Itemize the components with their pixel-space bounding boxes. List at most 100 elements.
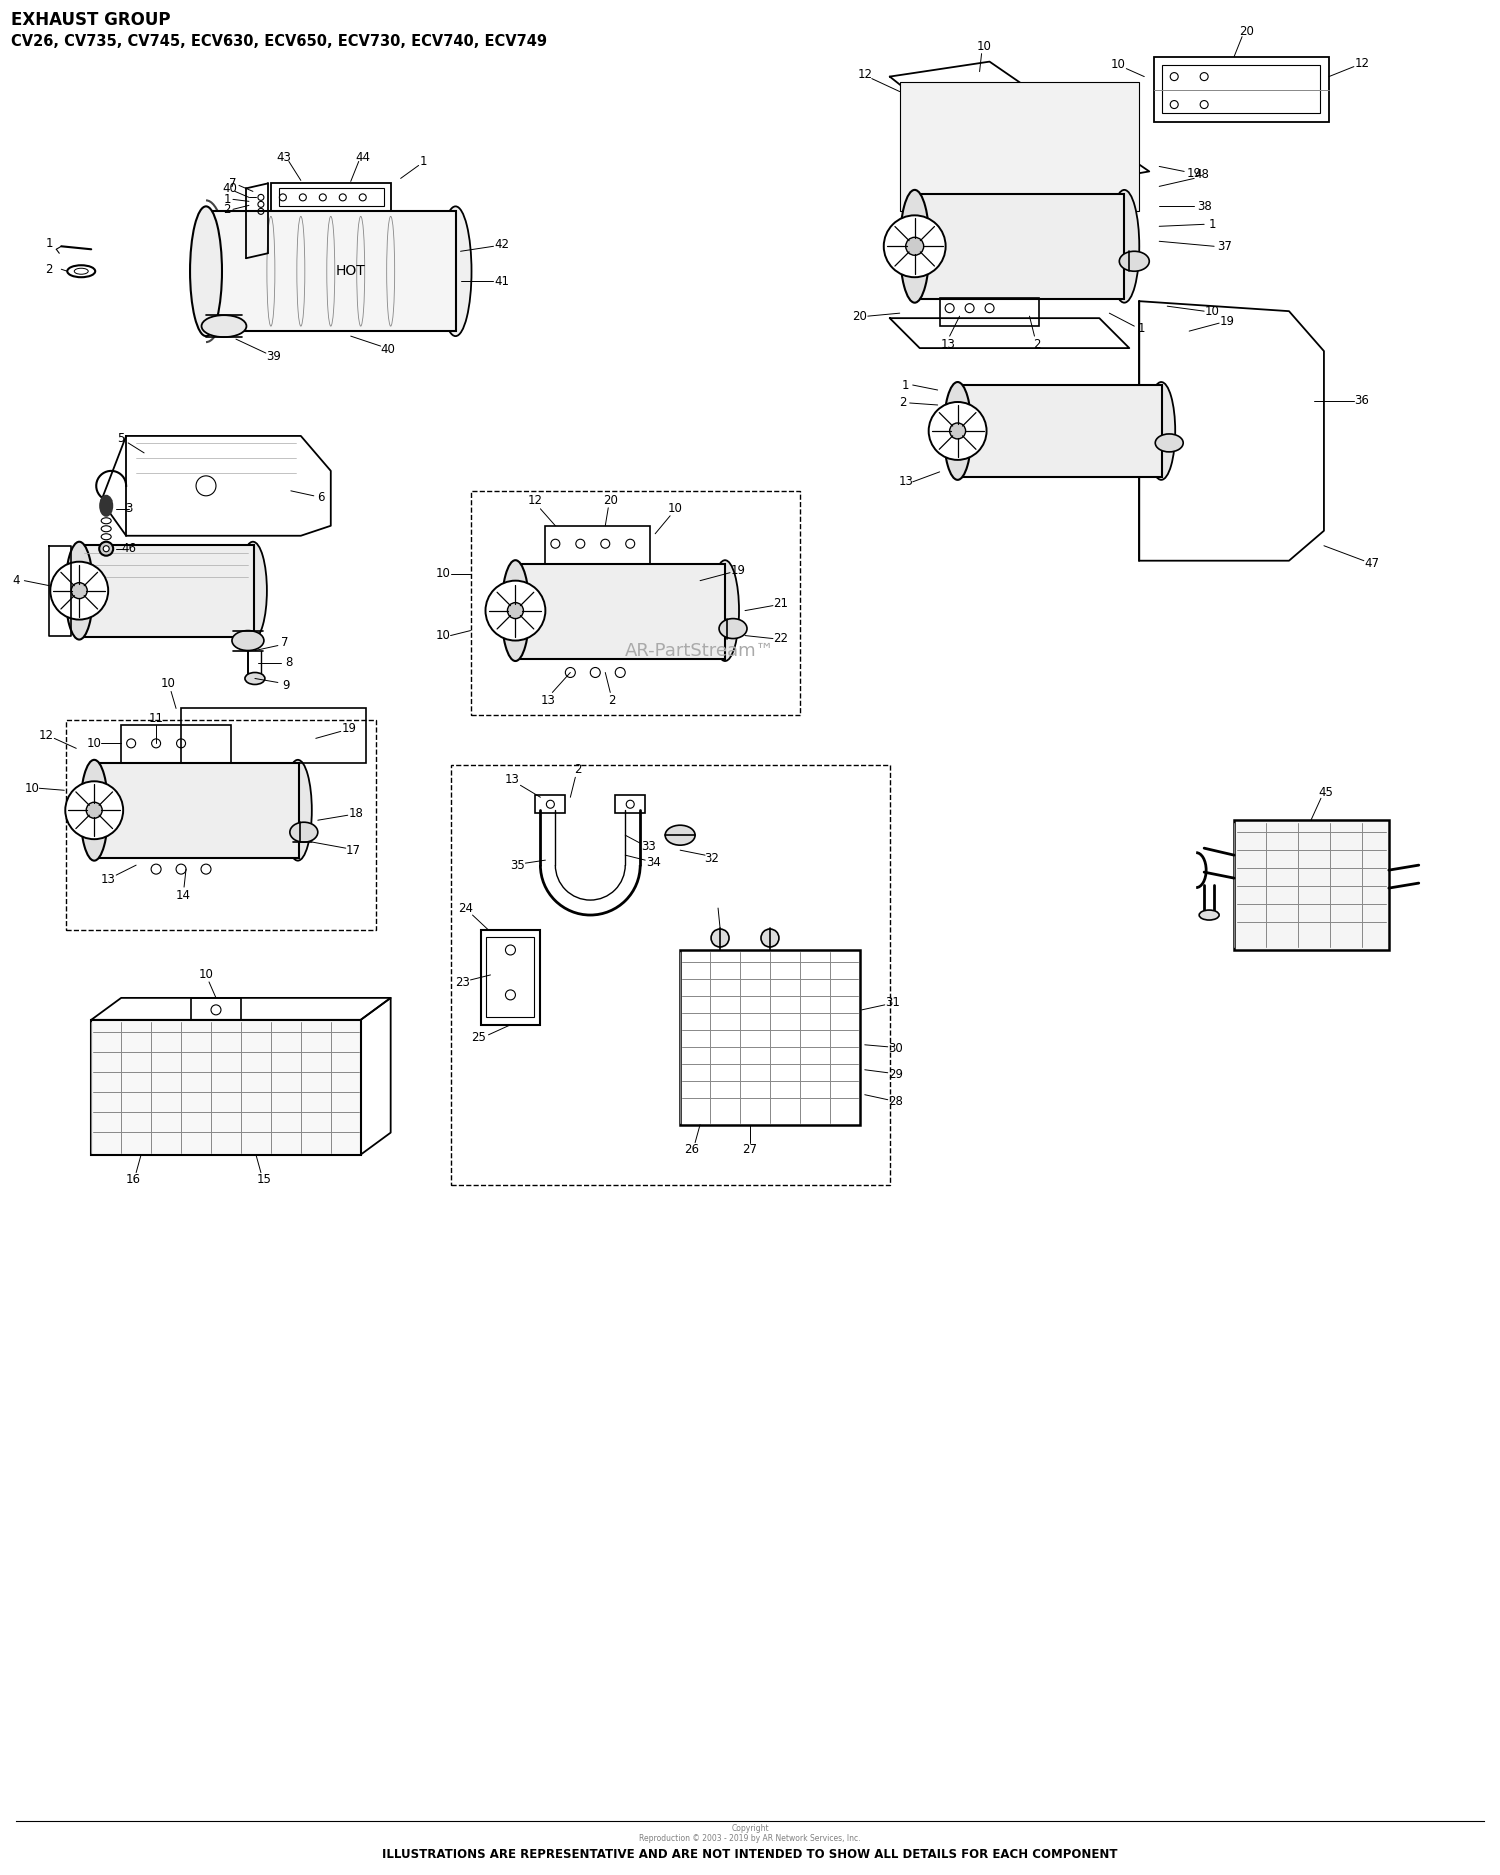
Bar	[1162, 64, 1320, 112]
Ellipse shape	[244, 673, 266, 684]
Text: 19: 19	[730, 564, 746, 578]
Text: 22: 22	[774, 632, 789, 645]
Text: 4: 4	[12, 574, 20, 587]
Text: 46: 46	[122, 542, 136, 555]
Text: 48: 48	[1194, 169, 1209, 180]
Text: 1: 1	[902, 379, 909, 392]
Ellipse shape	[1155, 433, 1184, 452]
Text: 10: 10	[1112, 58, 1126, 71]
Text: 28: 28	[888, 1095, 903, 1108]
Text: 12: 12	[528, 495, 543, 508]
Text: ILLUSTRATIONS ARE REPRESENTATIVE AND ARE NOT INTENDED TO SHOW ALL DETAILS FOR EA: ILLUSTRATIONS ARE REPRESENTATIVE AND ARE…	[382, 1847, 1118, 1860]
Text: 6: 6	[316, 491, 324, 504]
Text: 11: 11	[148, 712, 164, 726]
Ellipse shape	[486, 581, 546, 641]
Text: 23: 23	[454, 977, 470, 990]
Text: 21: 21	[774, 596, 789, 609]
Text: 34: 34	[645, 855, 660, 868]
Text: 12: 12	[858, 68, 873, 81]
Text: 10: 10	[26, 782, 40, 795]
Bar	[516, 564, 724, 658]
Text: 32: 32	[705, 851, 720, 864]
Text: 19: 19	[1220, 315, 1234, 328]
Ellipse shape	[284, 759, 312, 861]
Ellipse shape	[201, 315, 246, 337]
Ellipse shape	[884, 216, 945, 278]
Text: 10: 10	[436, 628, 451, 641]
Ellipse shape	[232, 630, 264, 651]
Text: 24: 24	[458, 902, 472, 915]
Ellipse shape	[80, 759, 108, 861]
Text: 42: 42	[494, 238, 508, 251]
Text: 8: 8	[285, 656, 292, 669]
Text: 9: 9	[282, 679, 290, 692]
Bar	[1155, 56, 1329, 122]
Text: 43: 43	[276, 152, 291, 163]
Text: 13: 13	[542, 694, 556, 707]
Bar	[80, 546, 254, 636]
Text: 25: 25	[471, 1031, 486, 1044]
Bar	[92, 1020, 360, 1155]
Bar	[480, 930, 540, 1026]
Ellipse shape	[104, 546, 110, 551]
Text: 2: 2	[45, 262, 53, 276]
Text: 41: 41	[494, 276, 508, 287]
Ellipse shape	[440, 206, 471, 336]
Ellipse shape	[100, 495, 112, 516]
Bar	[122, 726, 231, 763]
Ellipse shape	[906, 238, 924, 255]
Ellipse shape	[950, 424, 966, 439]
Bar	[182, 709, 366, 763]
Text: 12: 12	[39, 729, 54, 742]
Text: 10: 10	[976, 39, 992, 52]
Bar	[486, 938, 534, 1016]
Ellipse shape	[290, 823, 318, 842]
Text: 1: 1	[420, 156, 428, 169]
Text: 13: 13	[100, 872, 116, 885]
Text: 10: 10	[436, 566, 451, 579]
Text: 29: 29	[888, 1069, 903, 1082]
Text: 1: 1	[1209, 218, 1216, 231]
Text: 31: 31	[885, 996, 900, 1009]
Text: 20: 20	[603, 495, 618, 508]
Text: 15: 15	[256, 1174, 272, 1187]
Bar	[546, 525, 650, 564]
Text: EXHAUST GROUP: EXHAUST GROUP	[12, 11, 171, 28]
Ellipse shape	[507, 602, 524, 619]
Text: 14: 14	[176, 889, 190, 902]
Text: 45: 45	[1318, 786, 1334, 799]
Text: 20: 20	[852, 309, 867, 322]
Text: HOT: HOT	[336, 264, 366, 278]
Bar	[66, 720, 375, 930]
Text: 13: 13	[506, 772, 520, 786]
Ellipse shape	[1119, 251, 1149, 272]
Ellipse shape	[1110, 189, 1140, 302]
Bar	[190, 998, 242, 1020]
Ellipse shape	[501, 561, 530, 662]
Text: 10: 10	[160, 677, 176, 690]
Text: 13: 13	[898, 476, 914, 488]
Text: 1: 1	[45, 236, 53, 249]
Text: 1: 1	[224, 193, 231, 206]
Bar	[279, 188, 384, 206]
Bar	[680, 951, 859, 1125]
Ellipse shape	[944, 382, 972, 480]
Text: 47: 47	[1365, 557, 1380, 570]
Ellipse shape	[1198, 909, 1219, 921]
Text: 36: 36	[1354, 394, 1370, 407]
Text: AR-PartStream™: AR-PartStream™	[626, 641, 776, 660]
Text: 40: 40	[222, 182, 237, 195]
Ellipse shape	[51, 562, 108, 619]
Text: 35: 35	[510, 859, 525, 872]
Ellipse shape	[99, 542, 112, 555]
Bar	[1234, 819, 1389, 951]
Text: 10: 10	[198, 968, 213, 981]
Ellipse shape	[900, 189, 930, 302]
Ellipse shape	[928, 401, 987, 459]
Text: CV26, CV735, CV745, ECV630, ECV650, ECV730, ECV740, ECV749: CV26, CV735, CV745, ECV630, ECV650, ECV7…	[12, 34, 548, 49]
Ellipse shape	[72, 583, 87, 598]
Ellipse shape	[66, 782, 123, 840]
Bar	[957, 384, 1162, 476]
Text: Copyright
Reproduction © 2003 - 2019 by AR Network Services, Inc.: Copyright Reproduction © 2003 - 2019 by …	[639, 1824, 861, 1843]
Text: 44: 44	[356, 152, 370, 163]
